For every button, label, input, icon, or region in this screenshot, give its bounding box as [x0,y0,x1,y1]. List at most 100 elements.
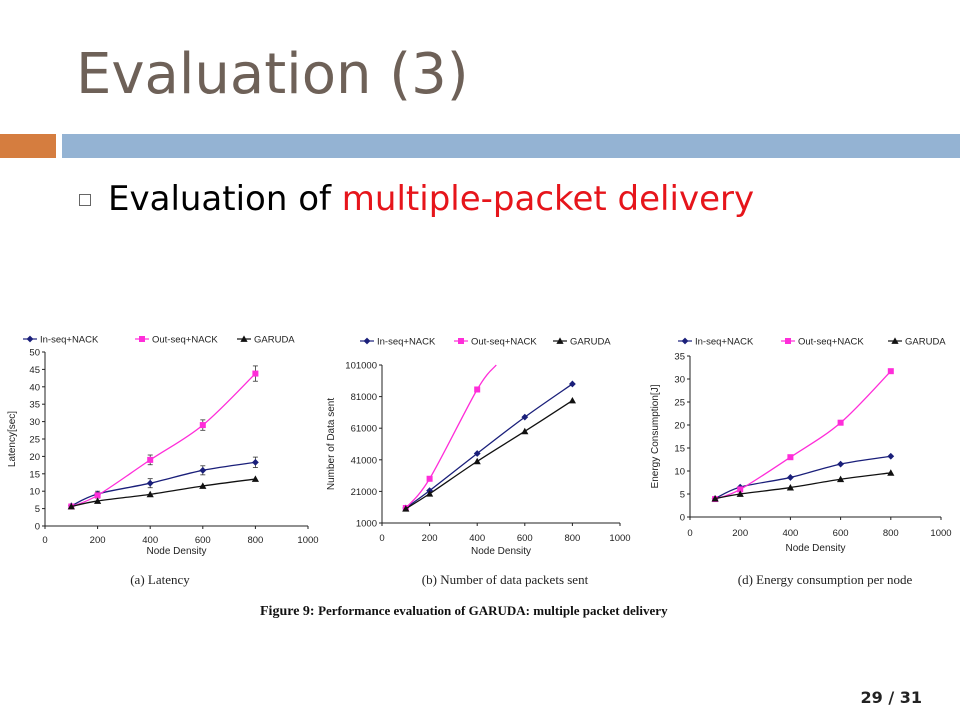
bullet-prefix: Evaluation of [108,179,342,219]
data-point [887,452,895,460]
data-point [199,482,207,489]
y-tick-label: 25 [674,398,685,409]
page-total: / 31 [888,688,922,707]
y-tick-label: 45 [29,365,40,376]
data-point [521,427,529,435]
data-point [786,483,794,491]
x-axis-label: Node Density [471,546,531,557]
data-point [474,386,481,393]
legend-label: GARUDA [254,335,295,346]
data-point [252,370,259,377]
data-point [473,457,481,465]
x-tick-label: 800 [883,528,899,539]
x-tick-label: 400 [782,528,798,539]
legend-label: In-seq+NACK [695,337,754,348]
data-point [146,479,154,487]
x-tick-label: 600 [517,533,533,544]
x-tick-label: 1000 [297,535,318,546]
y-tick-label: 25 [29,435,40,446]
x-tick-label: 0 [42,535,47,546]
x-tick-label: 400 [142,535,158,546]
y-tick-label: 35 [674,352,685,363]
y-tick-label: 41000 [351,455,377,466]
x-tick-label: 200 [422,533,438,544]
x-tick-label: 600 [833,528,849,539]
data-sent-chart: 1000 21000 41000 61000 81000 101000 0 200 400 600… [326,337,631,558]
data-point [887,368,894,375]
y-tick-label: 15 [674,444,685,455]
y-tick-label: 30 [674,375,685,386]
x-tick-label: 0 [687,528,692,539]
data-point [402,505,410,512]
data-point [426,490,434,497]
legend-label: Out-seq+NACK [798,337,864,348]
legend-label: Out-seq+NACK [152,335,218,346]
y-tick-label: 30 [29,417,40,428]
legend-label: In-seq+NACK [40,335,99,346]
data-point [569,380,576,388]
legend-key-marker [139,336,145,342]
y-tick-label: 5 [35,504,40,515]
legend-key-marker [26,335,34,343]
data-point [887,469,895,476]
data-point [94,497,102,504]
y-axis-label: Number of Data sent [326,398,337,490]
x-tick-label: 400 [469,533,485,544]
legend-key-marker [681,337,689,345]
series-line-in-seq-nack [71,461,256,507]
page-number: 29 / 31 [860,688,922,707]
legend-label: In-seq+NACK [377,337,436,348]
legend-label: Out-seq+NACK [471,337,537,348]
y-tick-label: 10 [674,467,685,478]
y-tick-label: 101000 [345,361,377,372]
figure-label: Figure 9: [260,604,315,619]
x-tick-label: 200 [732,528,748,539]
y-tick-label: 5 [680,490,685,501]
accent-bar-blue [62,134,960,158]
caption-data-sent: (b) Number of data packets sent [421,572,589,587]
data-point [67,502,75,510]
legend-key-marker [363,337,371,345]
caption-energy: (d) Energy consumption per node [737,572,913,587]
x-tick-label: 600 [195,535,211,546]
y-tick-label: 15 [29,469,40,480]
figure-caption: Figure 9: Performance evaluation of GARU… [260,603,668,620]
data-point [736,490,744,497]
legend-key-marker [556,337,564,344]
series-line-out-seq-nack [71,373,256,508]
y-tick-label: 0 [35,522,40,533]
y-tick-label: 20 [674,421,685,432]
x-axis-label: Node Density [785,543,845,554]
series-line-out-seq-nack [405,364,497,509]
x-tick-label: 0 [379,533,384,544]
data-point [568,396,576,404]
legend-key-marker [458,338,464,344]
y-axis-label: Energy Consumption[J] [650,384,661,488]
data-point [199,466,207,474]
bullet-point: Evaluation of multiple-packet delivery [108,179,754,219]
x-axis-label: Node Density [146,546,206,557]
x-tick-label: 800 [247,535,263,546]
data-point [426,475,433,482]
y-tick-label: 0 [680,513,685,524]
bullet-square-icon [79,194,91,206]
data-point [787,474,794,481]
data-point [147,456,154,463]
data-point [94,492,101,499]
series-line-out-seq-nack [714,370,892,500]
y-tick-label: 20 [29,452,40,463]
x-tick-label: 800 [564,533,580,544]
page-current: 29 [860,688,883,707]
data-point [252,458,259,466]
data-point [146,490,154,498]
data-point [199,422,206,429]
slide-title: Evaluation (3) [76,42,469,107]
y-tick-label: 21000 [351,487,377,498]
legend-key-marker [785,338,791,344]
accent-bar-orange [0,134,56,158]
caption-latency: (a) Latency [130,572,190,587]
x-tick-label: 1000 [609,533,630,544]
y-tick-label: 10 [29,487,40,498]
latency-chart: 0 5 10 15 20 25 30 35 40 45 50 0 200 400 600 800 1000 Nod… [7,335,319,558]
legend-key-marker [891,337,899,344]
